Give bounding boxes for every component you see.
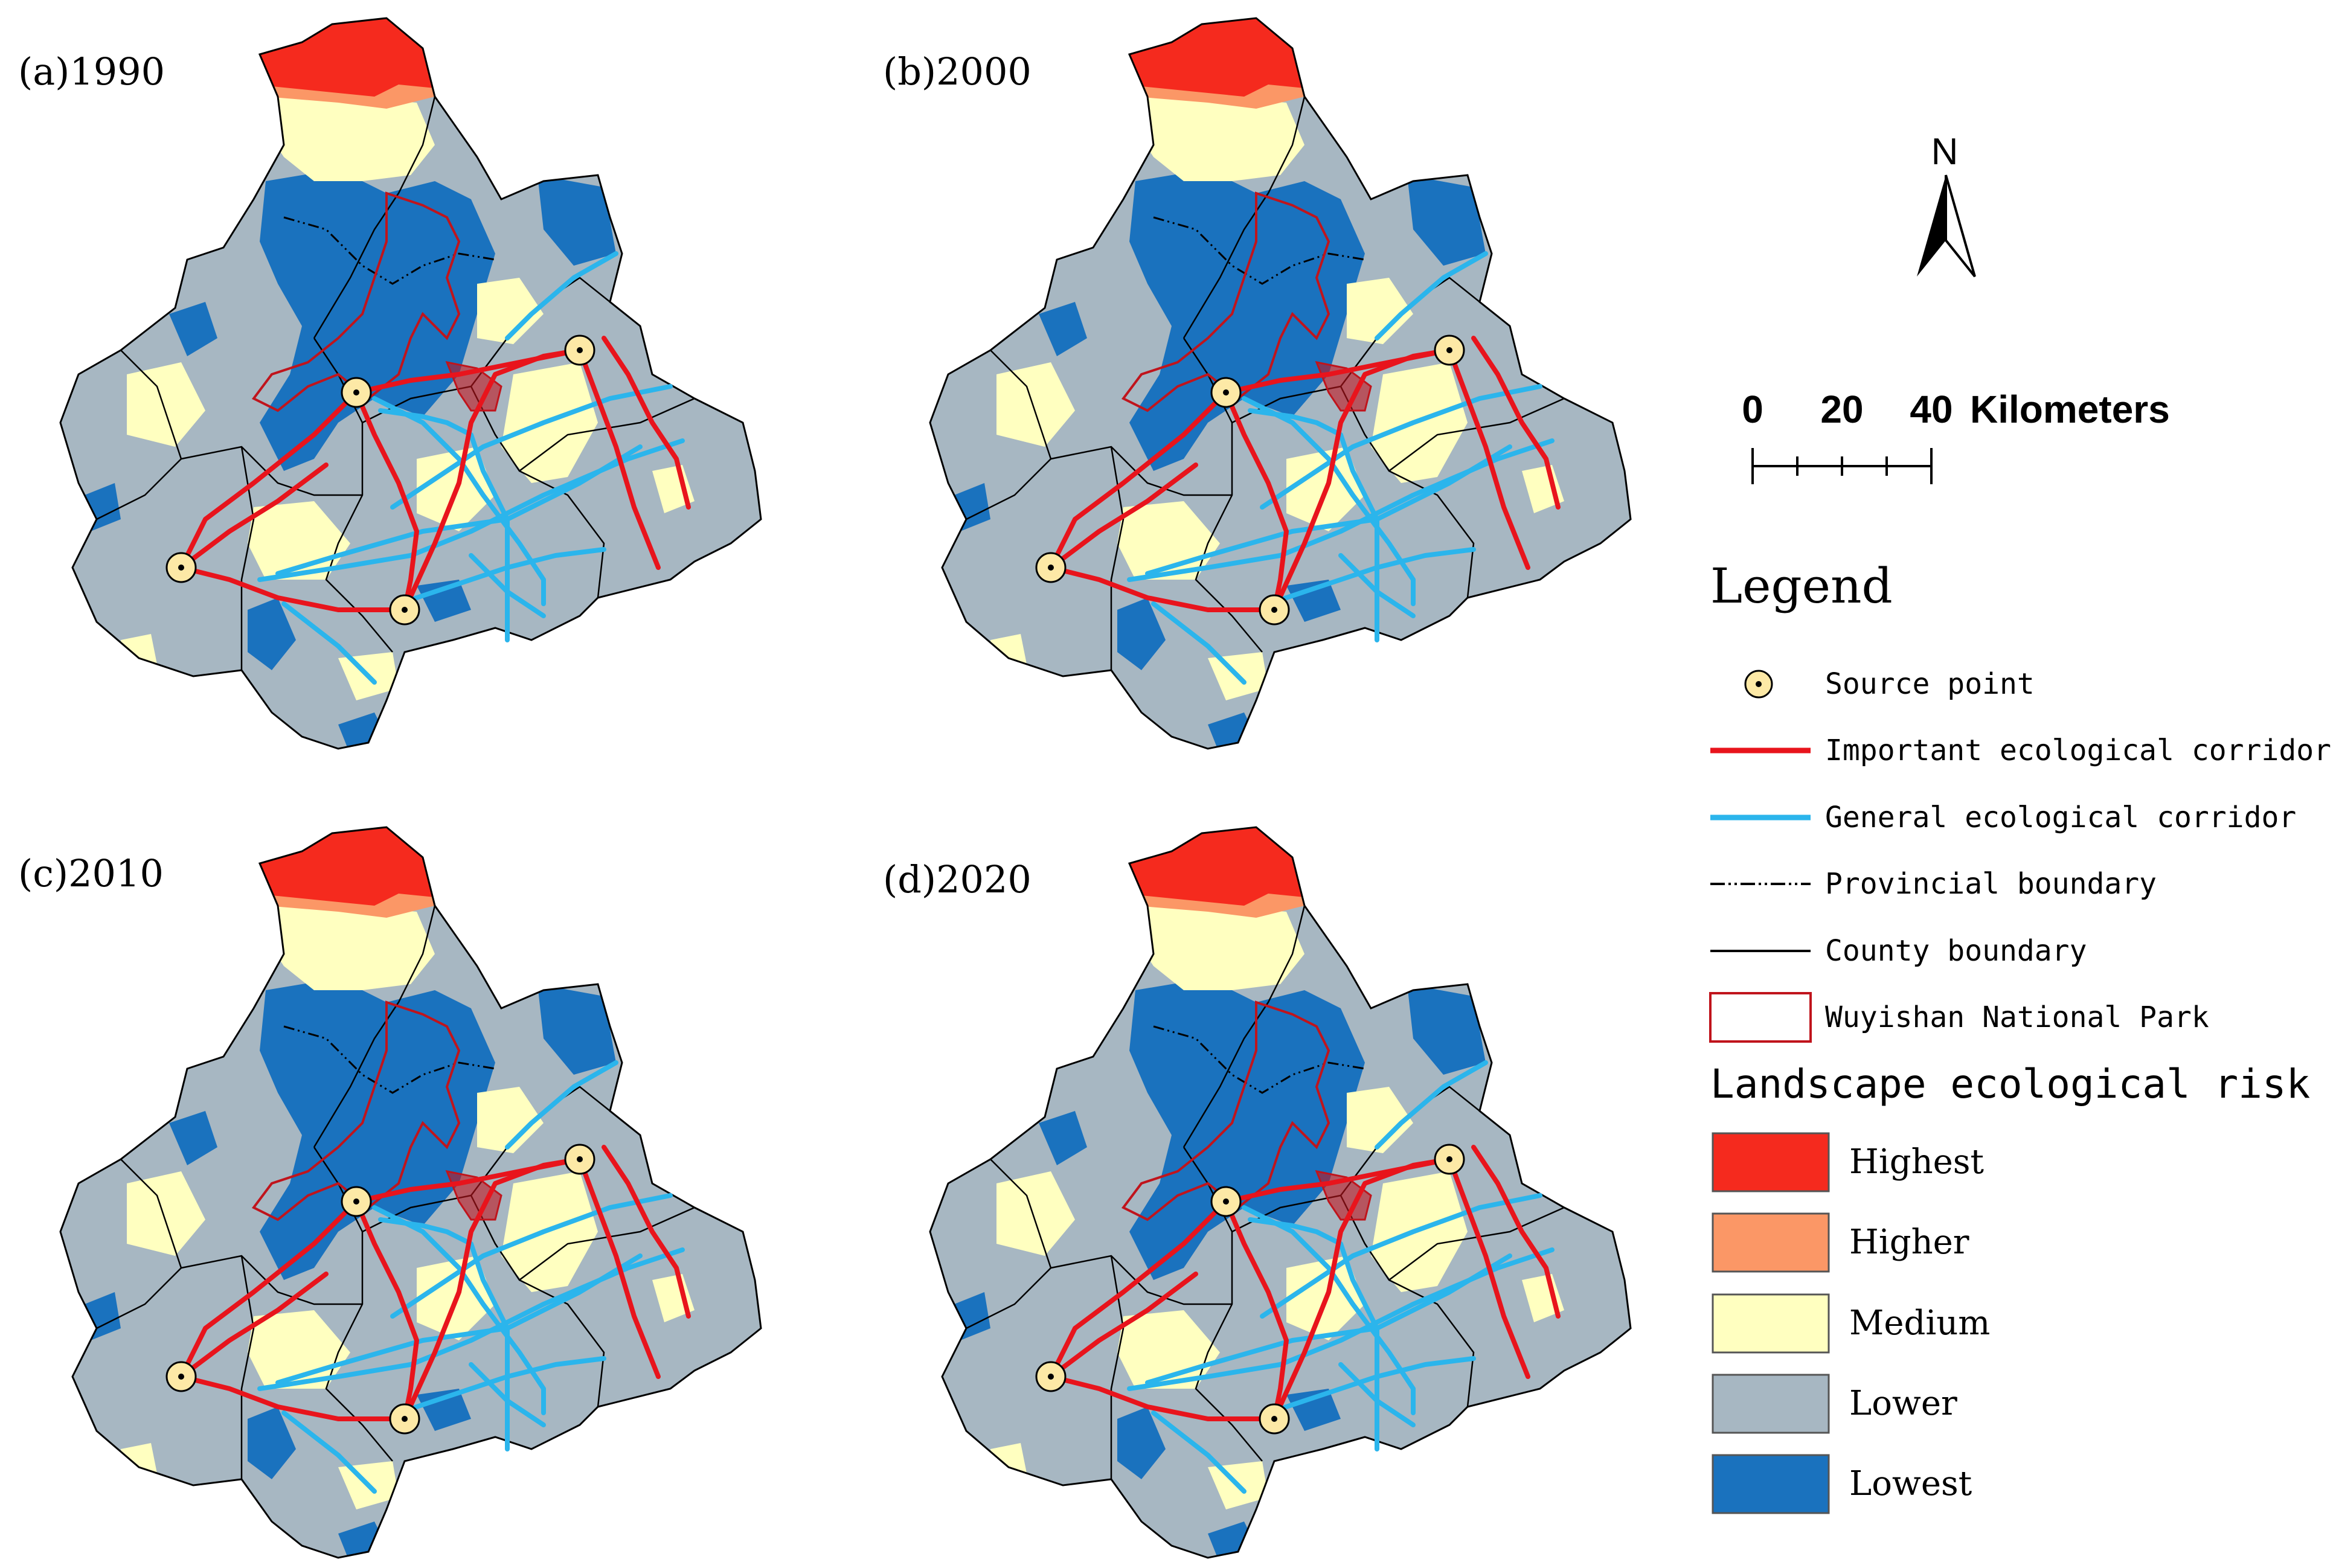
risk-map [0,0,846,785]
risk-class-label: Lower [1849,1384,1957,1423]
risk-class-item: Lower [1712,1374,1957,1434]
source-point [1035,1361,1067,1392]
risk-map [0,809,846,1568]
risk-class-label: Higher [1849,1223,1969,1262]
risk-legend-title: Landscape ecological risk [1710,1061,2310,1107]
scale-tick-label: 0 [1742,388,1763,431]
risk-color-swatch [1712,1132,1830,1192]
legend-item-label: General ecological corridor [1825,801,2296,834]
legend-item: General ecological corridor [1710,801,2296,834]
legend-item-label: Provincial boundary [1825,867,2157,901]
source-point [341,377,372,408]
legend-title: Legend [1710,558,1893,614]
legend-item: Source point [1744,667,2035,701]
risk-map [870,809,1715,1568]
map-panel [870,809,1715,1568]
legend-box-swatch [1709,992,1812,1043]
scale-tick-label: 40 [1910,388,1953,431]
source-point [389,594,420,626]
north-arrow-icon: N [1917,131,1976,278]
legend: Legend Source point Important ecological c… [1709,558,2331,1514]
source-point [165,552,197,583]
map-panel [0,809,846,1568]
north-label: N [1931,131,1959,173]
source-point [389,1403,420,1435]
legend-item: Provincial boundary [1710,867,2157,901]
legend-item-label: County boundary [1825,934,2087,968]
scale-bar: 0 20 40 Kilometers [1742,388,2170,484]
risk-color-swatch [1712,1374,1830,1434]
risk-color-swatch [1712,1454,1830,1514]
legend-item-label: Important ecological corridor [1825,734,2331,767]
legend-item-label: Source point [1825,667,2035,701]
risk-color-swatch [1712,1293,1830,1354]
risk-class-item: Higher [1712,1212,1969,1273]
source-point [341,1186,372,1217]
panel-label: (d)2020 [883,857,1032,901]
panel-label: (a)1990 [18,50,165,94]
panel-label: (b)2000 [883,50,1032,94]
source-point [1259,1403,1290,1435]
scale-unit: Kilometers [1970,388,2170,431]
scale-tick-label: 20 [1820,388,1863,431]
source-point [1434,334,1465,366]
map-panel [0,0,846,785]
risk-class-label: Highest [1849,1142,1985,1182]
risk-map [870,0,1715,785]
source-point [165,1361,197,1392]
source-point [1259,594,1290,626]
source-point [564,334,595,366]
legend-item: Wuyishan National Park [1709,992,2209,1043]
legend-item: Important ecological corridor [1710,734,2331,767]
risk-class-item: Medium [1712,1293,1990,1354]
map-panel [870,0,1715,785]
risk-class-item: Highest [1712,1132,1985,1192]
source-point [1210,377,1242,408]
legend-item-label: Wuyishan National Park [1825,1000,2209,1034]
source-point [1434,1144,1465,1175]
risk-color-swatch [1712,1212,1830,1273]
legend-item: County boundary [1710,934,2087,968]
panel-label: (c)2010 [18,851,164,895]
source-point [1035,552,1067,583]
risk-class-label: Medium [1849,1304,1990,1343]
source-point [564,1144,595,1175]
source-point [1210,1186,1242,1217]
risk-class-item: Lowest [1712,1454,1972,1514]
source-point-icon [1744,670,1773,699]
risk-class-label: Lowest [1849,1464,1972,1503]
